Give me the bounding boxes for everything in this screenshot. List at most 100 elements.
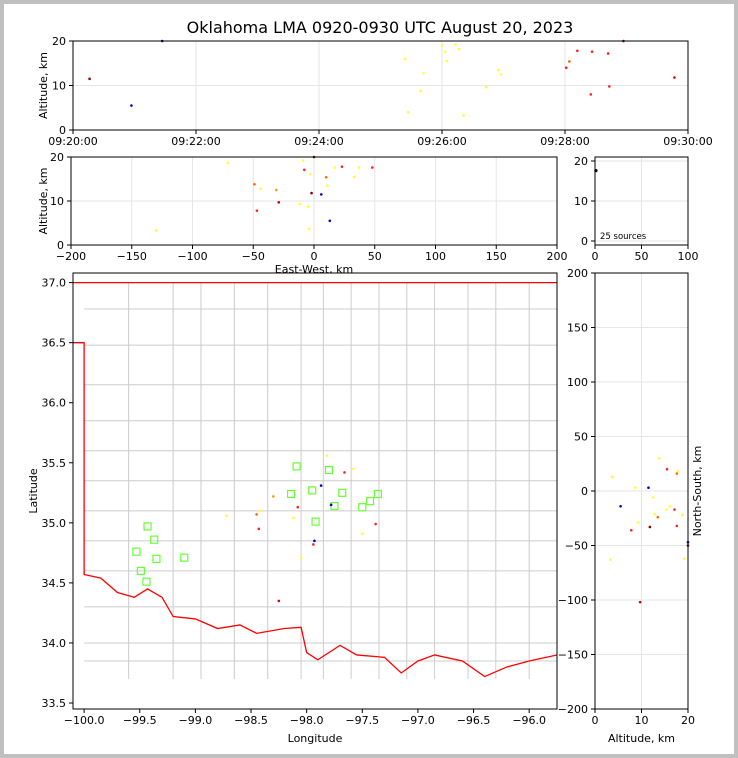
source-point <box>634 486 637 490</box>
y-tick-label: −50 <box>565 540 588 553</box>
x-tick-label: −97.5 <box>345 714 379 727</box>
x-tick-label: 50 <box>368 250 382 263</box>
source-point <box>324 175 328 179</box>
source-point <box>665 467 669 471</box>
source-point <box>564 66 568 69</box>
source-point <box>352 175 356 179</box>
y-tick-label: 10 <box>52 80 66 93</box>
source-point <box>606 52 610 55</box>
y-tick-label: 35.5 <box>42 457 67 470</box>
source-point <box>296 505 300 509</box>
x-tick-label: 150 <box>486 250 507 263</box>
lma-station <box>308 486 317 495</box>
source-point <box>312 543 315 546</box>
source-point <box>638 600 642 604</box>
x-tick-label: 09:24:00 <box>294 135 343 148</box>
source-point <box>333 166 336 169</box>
x-tick-label: −96.5 <box>457 714 491 727</box>
source-point <box>648 525 652 529</box>
y-tick-label: −200 <box>558 703 588 716</box>
y-tick-label: 50 <box>574 431 588 444</box>
lma-station <box>286 489 296 499</box>
x-tick-label: −97.0 <box>401 714 435 727</box>
lma-station <box>150 535 159 544</box>
x-tick-label: −50 <box>242 250 265 263</box>
y-axis-label: Latitude <box>27 468 40 514</box>
lma-station <box>143 522 152 531</box>
source-point <box>607 85 611 88</box>
source-point <box>462 114 465 117</box>
x-tick-label: −100.0 <box>64 714 105 727</box>
source-point <box>668 504 672 508</box>
source-point <box>568 60 571 63</box>
source-point <box>673 76 676 79</box>
source-point <box>253 182 256 186</box>
source-count-annotation: 25 sources <box>600 232 647 242</box>
source-point <box>406 110 410 114</box>
source-point <box>292 516 295 520</box>
y-tick-label: 20 <box>52 35 66 48</box>
source-point <box>653 512 656 516</box>
source-point <box>88 77 91 81</box>
x-tick-label: −98.0 <box>290 714 324 727</box>
source-point <box>275 188 278 192</box>
source-point <box>298 202 301 206</box>
source-point <box>443 50 447 53</box>
source-point <box>271 495 275 498</box>
x-tick-label: 09:20:00 <box>48 135 97 148</box>
source-point <box>499 73 503 76</box>
source-point <box>319 193 323 196</box>
source-point <box>609 558 612 561</box>
source-point <box>325 454 328 457</box>
source-point <box>673 508 676 511</box>
y-tick-label: 37.0 <box>42 277 67 290</box>
lma-figure-canvas: Oklahoma LMA 0920-0930 UTC August 20, 20… <box>27 18 713 745</box>
source-point <box>357 166 361 169</box>
source-point <box>259 509 263 513</box>
source-point <box>682 557 686 560</box>
source-point <box>647 486 650 490</box>
source-point <box>590 50 594 53</box>
source-point <box>352 467 355 471</box>
x-tick-label: −98.5 <box>234 714 268 727</box>
source-point <box>419 89 422 93</box>
lma-station <box>180 553 189 562</box>
y-axis-label: Altitude, km <box>37 167 50 234</box>
y-tick-label: 10 <box>574 195 588 208</box>
axes-frame <box>70 156 558 246</box>
source-point <box>589 93 593 96</box>
y-tick-label: 36.5 <box>42 337 67 350</box>
x-tick-label: 09:26:00 <box>417 135 466 148</box>
source-point <box>680 513 684 517</box>
source-point <box>675 524 679 528</box>
x-tick-label: 100 <box>425 250 446 263</box>
x-tick-label: 09:30:00 <box>663 135 712 148</box>
source-point <box>497 68 500 72</box>
source-point <box>403 57 407 61</box>
x-tick-label: 50 <box>635 250 649 263</box>
source-point <box>665 508 668 511</box>
axes-background <box>73 273 557 709</box>
axes-frame <box>72 272 558 710</box>
lma-station <box>311 517 320 526</box>
y-axis-label: North-South, km <box>691 446 704 537</box>
y-tick-label: 34.0 <box>42 637 67 650</box>
x-tick-label: −150 <box>117 250 147 263</box>
source-point <box>326 184 329 187</box>
lma-figure: Oklahoma LMA 0920-0930 UTC August 20, 20… <box>4 4 734 754</box>
source-point <box>457 47 461 51</box>
y-tick-label: −100 <box>558 594 588 607</box>
lma-station <box>152 554 161 563</box>
source-point <box>484 85 488 89</box>
y-tick-label: 20 <box>574 155 588 168</box>
source-point <box>675 472 679 475</box>
source-point <box>636 521 640 524</box>
altitude-histogram-axes: 0 50 100 0 10 20 25 sources <box>574 155 699 263</box>
source-point <box>576 49 579 53</box>
y-tick-label: 34.5 <box>42 577 67 590</box>
source-point <box>629 528 633 532</box>
y-tick-label: 100 <box>567 376 588 389</box>
source-point <box>445 59 449 63</box>
source-point <box>277 599 281 603</box>
lma-station <box>292 462 301 471</box>
